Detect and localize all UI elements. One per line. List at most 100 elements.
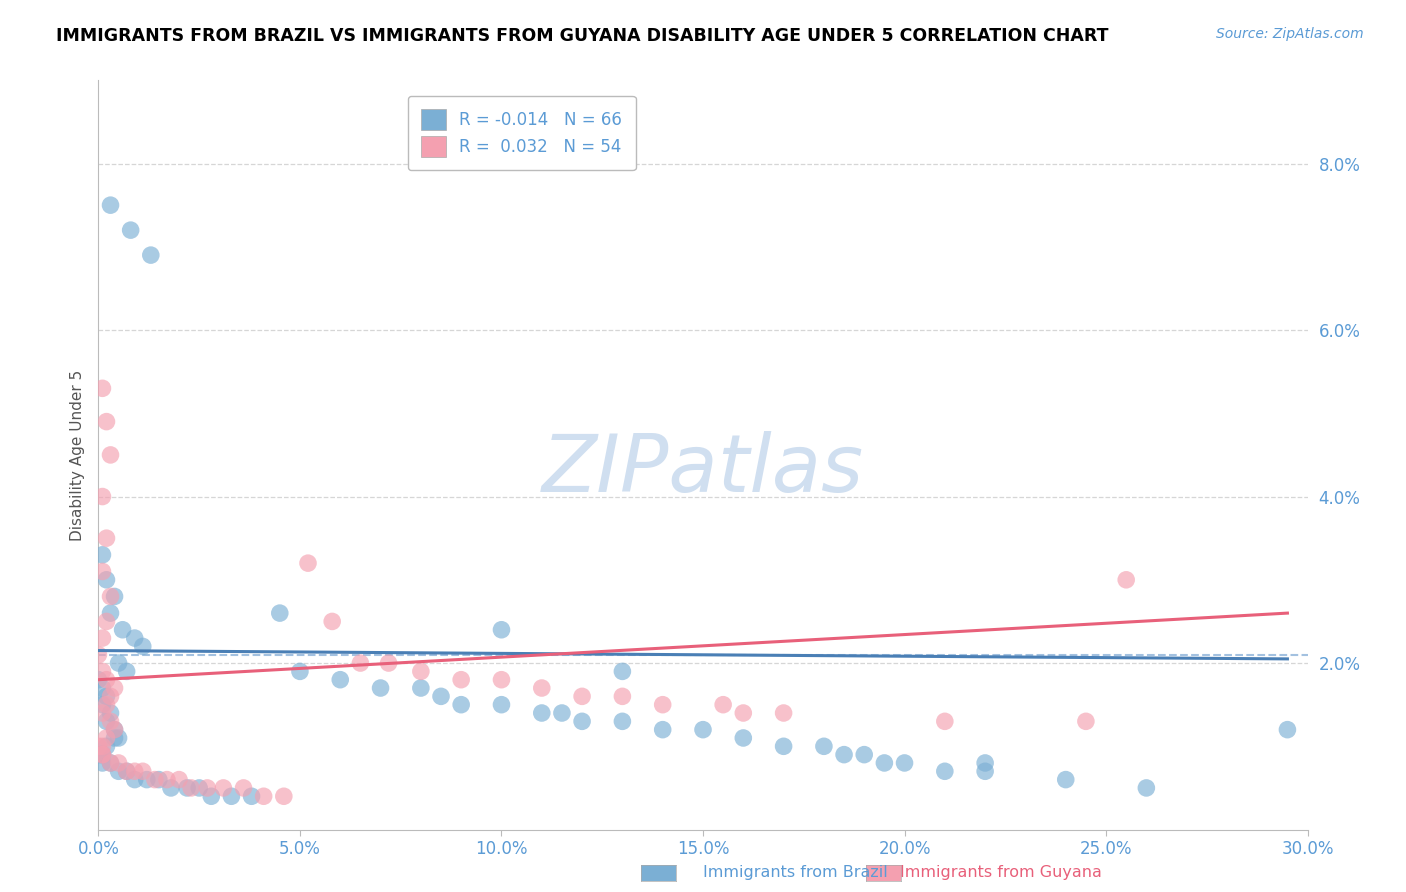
Point [813,739,835,754]
Point [91,698,114,712]
Point [124,764,146,779]
Point [329,673,352,687]
Point [87,673,110,687]
Point [195,780,218,795]
Point [107,764,129,779]
Text: Source: ZipAtlas.com: Source: ZipAtlas.com [1216,27,1364,41]
Point [135,772,157,787]
Point [96,531,118,545]
Point [96,698,118,712]
Y-axis label: Disability Age Under 5: Disability Age Under 5 [69,369,84,541]
Point [91,381,114,395]
Point [711,698,734,712]
Point [96,615,118,629]
Text: Immigrants from Brazil: Immigrants from Brazil [703,865,887,880]
Point [91,565,114,579]
Point [91,490,114,504]
Point [107,656,129,670]
Point [176,780,198,795]
Point [288,665,311,679]
Point [180,780,202,795]
Point [221,789,243,804]
Point [167,772,190,787]
Text: Immigrants from Guyana: Immigrants from Guyana [900,865,1102,880]
Point [853,747,876,762]
Point [571,690,593,704]
Point [269,606,291,620]
Point [115,764,138,779]
Point [612,714,634,729]
Point [651,698,673,712]
Point [1277,723,1299,737]
Point [409,665,432,679]
Point [253,789,276,804]
Point [100,756,122,770]
Point [124,772,146,787]
Point [273,789,295,804]
Point [139,248,162,262]
Point [873,756,896,770]
Point [377,656,399,670]
Point [934,714,956,729]
Point [91,756,114,770]
Point [100,690,122,704]
Point [1135,780,1157,795]
Point [91,706,114,720]
Point [111,623,134,637]
Point [321,615,343,629]
Point [530,681,553,695]
Point [370,681,392,695]
Point [1074,714,1097,729]
Point [91,665,114,679]
Point [1054,772,1077,787]
Point [212,780,235,795]
Point [91,631,114,645]
Point [430,690,453,704]
Point [974,764,997,779]
Point [409,681,432,695]
Point [692,723,714,737]
Point [91,548,114,562]
Text: IMMIGRANTS FROM BRAZIL VS IMMIGRANTS FROM GUYANA DISABILITY AGE UNDER 5 CORRELAT: IMMIGRANTS FROM BRAZIL VS IMMIGRANTS FRO… [56,27,1109,45]
Point [100,198,122,212]
Point [96,415,118,429]
Point [733,731,755,745]
Point [491,623,513,637]
Legend: R = -0.014   N = 66, R =  0.032   N = 54: R = -0.014 N = 66, R = 0.032 N = 54 [408,96,636,170]
Point [96,714,118,729]
Point [772,706,794,720]
Point [91,747,114,762]
Point [772,739,794,754]
Point [124,631,146,645]
Point [103,681,125,695]
Point [974,756,997,770]
Point [115,764,138,779]
Point [96,731,118,745]
Point [491,698,513,712]
Point [156,772,179,787]
Point [612,690,634,704]
Point [450,698,472,712]
Point [103,590,125,604]
Point [91,681,114,695]
Point [893,756,915,770]
Point [100,714,122,729]
Point [91,747,114,762]
Point [188,780,211,795]
Point [91,747,114,762]
Point [491,673,513,687]
Point [571,714,593,729]
Point [240,789,263,804]
Point [349,656,371,670]
Point [103,731,125,745]
Point [132,640,155,654]
Point [87,747,110,762]
Point [934,764,956,779]
Point [530,706,553,720]
Point [120,223,142,237]
Point [1115,573,1137,587]
Point [107,756,129,770]
Point [100,590,122,604]
Point [450,673,472,687]
Point [100,606,122,620]
